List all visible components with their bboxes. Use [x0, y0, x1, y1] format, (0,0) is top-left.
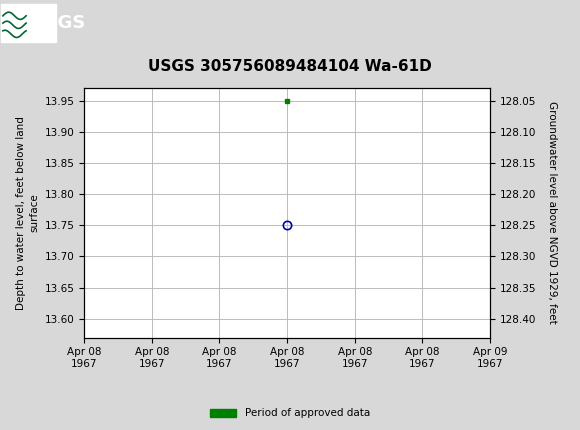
- Legend: Period of approved data: Period of approved data: [206, 404, 374, 423]
- Y-axis label: Groundwater level above NGVD 1929, feet: Groundwater level above NGVD 1929, feet: [548, 101, 557, 324]
- Text: USGS 305756089484104 Wa-61D: USGS 305756089484104 Wa-61D: [148, 59, 432, 74]
- FancyBboxPatch shape: [1, 3, 56, 42]
- Y-axis label: Depth to water level, feet below land
surface: Depth to water level, feet below land su…: [16, 116, 39, 310]
- Text: USGS: USGS: [30, 14, 85, 31]
